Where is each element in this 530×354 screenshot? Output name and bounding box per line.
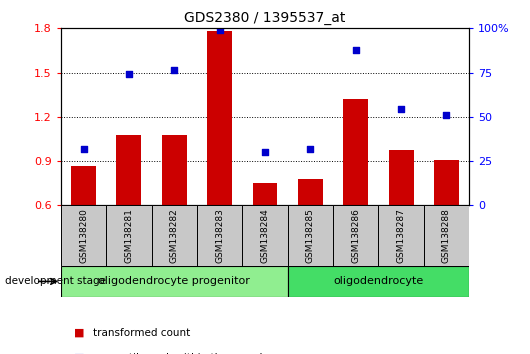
- Text: ■: ■: [74, 353, 85, 354]
- Text: transformed count: transformed count: [93, 328, 190, 338]
- Bar: [343, 99, 368, 205]
- Bar: [378, 205, 423, 266]
- Text: development stage: development stage: [5, 276, 107, 286]
- Text: oligodendrocyte: oligodendrocyte: [333, 276, 423, 286]
- Point: [125, 71, 133, 77]
- Point: [261, 149, 269, 155]
- Bar: [71, 166, 96, 205]
- Point: [170, 67, 179, 73]
- Bar: [61, 266, 288, 297]
- Point: [215, 27, 224, 33]
- Text: GSM138288: GSM138288: [442, 208, 451, 263]
- Text: GSM138287: GSM138287: [396, 208, 405, 263]
- Bar: [107, 205, 152, 266]
- Bar: [197, 205, 242, 266]
- Bar: [61, 205, 107, 266]
- Point: [306, 147, 315, 152]
- Bar: [388, 150, 413, 205]
- Text: GSM138285: GSM138285: [306, 208, 315, 263]
- Bar: [288, 205, 333, 266]
- Bar: [298, 179, 323, 205]
- Bar: [423, 205, 469, 266]
- Text: ■: ■: [74, 328, 85, 338]
- Text: GSM138280: GSM138280: [79, 208, 88, 263]
- Point: [442, 113, 450, 118]
- Text: GDS2380 / 1395537_at: GDS2380 / 1395537_at: [184, 11, 346, 25]
- Text: GSM138286: GSM138286: [351, 208, 360, 263]
- Bar: [207, 31, 232, 205]
- Bar: [152, 205, 197, 266]
- Text: GSM138284: GSM138284: [261, 208, 269, 263]
- Bar: [162, 135, 187, 205]
- Bar: [252, 183, 278, 205]
- Text: GSM138281: GSM138281: [125, 208, 134, 263]
- Text: GSM138283: GSM138283: [215, 208, 224, 263]
- Bar: [288, 266, 469, 297]
- Text: GSM138282: GSM138282: [170, 208, 179, 263]
- Point: [80, 147, 88, 152]
- Text: percentile rank within the sample: percentile rank within the sample: [93, 353, 269, 354]
- Text: oligodendrocyte progenitor: oligodendrocyte progenitor: [99, 276, 250, 286]
- Bar: [333, 205, 378, 266]
- Bar: [242, 205, 288, 266]
- Bar: [434, 160, 459, 205]
- Point: [351, 48, 360, 53]
- Point: [397, 107, 405, 112]
- Bar: [117, 135, 142, 205]
